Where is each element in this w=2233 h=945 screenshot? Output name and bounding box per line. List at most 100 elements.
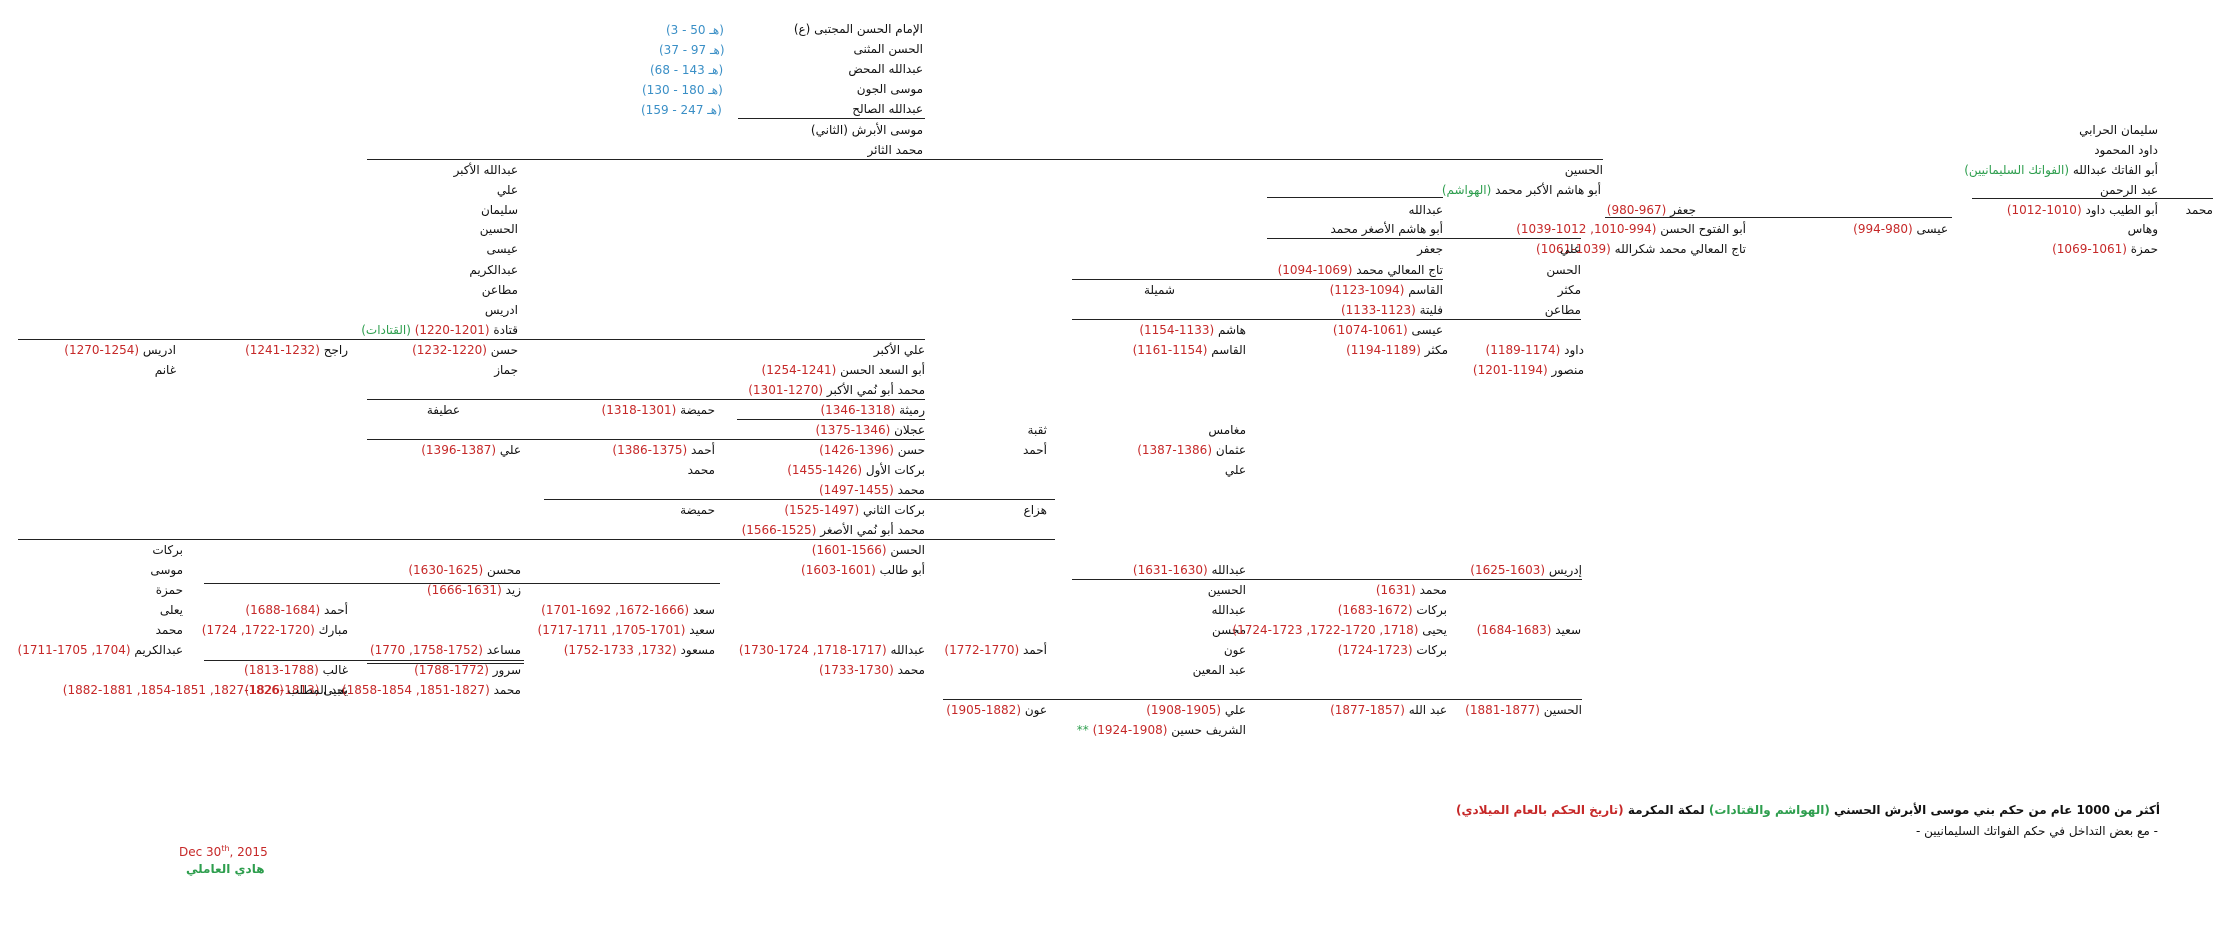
- reign-years: (1908-1924): [1092, 723, 1172, 737]
- person-entry: علي (1905-1908): [1146, 703, 1246, 717]
- person-entry: أحمد (1684-1688): [245, 603, 348, 617]
- reign-years: (1154-1161): [1132, 343, 1212, 357]
- person-name: هاشم: [1217, 323, 1246, 337]
- reign-years: (1732, 1733-1752): [563, 643, 681, 657]
- person-name: داود المحمود: [2094, 143, 2158, 157]
- person-name: مكثر: [1557, 283, 1581, 297]
- person-entry: محمد: [2186, 203, 2213, 217]
- reign-years: (1061-1074): [1332, 323, 1412, 337]
- person-entry: تاج المعالي محمد (1069-1094): [1278, 263, 1443, 277]
- person-entry: محمد: [688, 463, 715, 477]
- person-name: أبو السعد الحسن: [840, 363, 925, 377]
- person-name: تاج المعالي محمد: [1356, 263, 1443, 277]
- person-name: عبد المعين: [1192, 663, 1246, 677]
- reign-years: (1827-1851, 1854-1858): [341, 683, 494, 697]
- reign-years: (1684-1688): [245, 603, 324, 617]
- person-entry: عيسى: [487, 242, 519, 256]
- reign-years: (1723-1724): [1337, 643, 1417, 657]
- person-name: راجح: [323, 343, 348, 357]
- tree-connector: [1605, 217, 1952, 218]
- reign-years: (1346-1375): [815, 423, 895, 437]
- person-entry: عبدالكريم (1704, 1705-1711): [18, 643, 183, 657]
- era-5: (159 - 247 هـ): [641, 103, 722, 117]
- reign-years: (1396-1426): [819, 443, 898, 457]
- reign-years: (1386-1387): [1137, 443, 1216, 457]
- person-name: القاسم: [1408, 283, 1443, 297]
- person-entry: عيسى (1061-1074): [1333, 323, 1443, 337]
- reign-years: (1241-1254): [761, 363, 841, 377]
- reign-years: (1720-1722, 1724): [201, 623, 319, 637]
- person-entry: مطاعن: [482, 283, 518, 297]
- person-entry: حميضة (1301-1318): [602, 403, 715, 417]
- reign-years: (1455-1497): [818, 483, 898, 497]
- person-name: حميضة: [680, 403, 715, 417]
- person-entry: موسى الأبرش (الثاني): [811, 123, 923, 137]
- person-name: عبدالله: [1211, 603, 1246, 617]
- person-name: بركات الثاني: [862, 503, 925, 517]
- person-name: أحمد: [1023, 443, 1047, 457]
- person-name: زيد: [505, 583, 521, 597]
- person-entry: عبد الله (1857-1877): [1330, 703, 1447, 717]
- person-name: سليمان الحرابي: [2079, 123, 2158, 137]
- reign-years: (1194-1201): [1472, 363, 1552, 377]
- reign-years: (1123-1133): [1340, 303, 1420, 317]
- person-name: عيسى: [1411, 323, 1444, 337]
- legend-note: - مع بعض التداخل في حكم الفواتك السليمان…: [1916, 824, 2158, 838]
- person-name: حسن: [490, 343, 518, 357]
- person-name: علي: [499, 443, 521, 457]
- person-entry: بركات الأول (1426-1455): [787, 463, 925, 477]
- person-entry: جعفر (967-980): [1607, 203, 1696, 217]
- person-entry: أبو الفتوح الحسن (994-1010, 1012-1039): [1516, 222, 1746, 236]
- reign-years: (1730-1733): [818, 663, 898, 677]
- person-entry: سليمان الحرابي: [2079, 123, 2158, 137]
- person-name: هزاع: [1023, 503, 1047, 517]
- legend-title-b: (الهواشم والقتادات): [1708, 803, 1830, 817]
- person-name: محسن: [1211, 623, 1246, 637]
- person-entry: فليتة (1123-1133): [1341, 303, 1443, 317]
- reign-years: (1631-1666): [426, 583, 506, 597]
- reign-years: (1788-1813): [244, 663, 323, 677]
- person-name: سعيد: [689, 623, 715, 637]
- person-entry: علي: [497, 183, 518, 197]
- reign-years: (1718, 1720-1722, 1723-1724): [1232, 623, 1423, 637]
- person-entry: يحيى (1718, 1720-1722, 1723-1724): [1232, 623, 1447, 637]
- person-name: الإمام الحسن المجتبى (ع): [793, 22, 923, 36]
- person-name: سليمان: [480, 203, 518, 217]
- person-name: أبو الفاتك عبدالله: [2072, 163, 2158, 177]
- tree-connector: [1972, 198, 2213, 199]
- person-name: علي: [1559, 242, 1581, 256]
- person-entry: أحمد: [1023, 443, 1047, 457]
- reign-years: (1270-1301): [748, 383, 827, 397]
- person-entry: سعيد (1701-1705, 1711-1717): [538, 623, 715, 637]
- reign-years: (1666-1672, 1692-1701): [541, 603, 693, 617]
- reign-years: (1220-1232): [412, 343, 491, 357]
- person-name: ادريس: [142, 343, 176, 357]
- person-name: مكثر: [1424, 343, 1448, 357]
- tree-connector: [738, 118, 925, 119]
- person-name: جماز: [494, 363, 518, 377]
- person-entry: حسن (1220-1232): [412, 343, 518, 357]
- reign-years: (1426-1455): [787, 463, 866, 477]
- person-entry: مسعود (1732, 1733-1752): [564, 643, 715, 657]
- person-entry: محمد (1827-1851, 1854-1858): [342, 683, 521, 697]
- reign-years: (1039-1061): [1536, 242, 1615, 256]
- reign-years: (1189-1194): [1346, 343, 1425, 357]
- person-name: عبدالله: [1211, 563, 1246, 577]
- person-name: الحسين: [1564, 163, 1603, 177]
- person-name: الحسن المثنى: [853, 42, 923, 56]
- reign-years: (1603-1625): [1470, 563, 1549, 577]
- person-name: عون: [1024, 703, 1047, 717]
- signature-date-year: , 2015: [229, 845, 268, 859]
- reign-years: (1717-1718, 1724-1730): [738, 643, 891, 657]
- branch-note: (الفواتك السليمانيين): [1964, 163, 2073, 177]
- tree-connector: [737, 419, 925, 420]
- person-name: أحمد: [324, 603, 348, 617]
- person-entry: منصور (1194-1201): [1473, 363, 1584, 377]
- person-name: رميثة: [899, 403, 925, 417]
- reign-years: (1318-1346): [820, 403, 900, 417]
- signature-date-day: Dec 30: [179, 845, 222, 859]
- person-name: عطيفة: [426, 403, 460, 417]
- reign-years: (1882-1905): [946, 703, 1025, 717]
- person-name: إدريس: [1548, 563, 1582, 577]
- reign-years: (1061-1069): [2052, 242, 2131, 256]
